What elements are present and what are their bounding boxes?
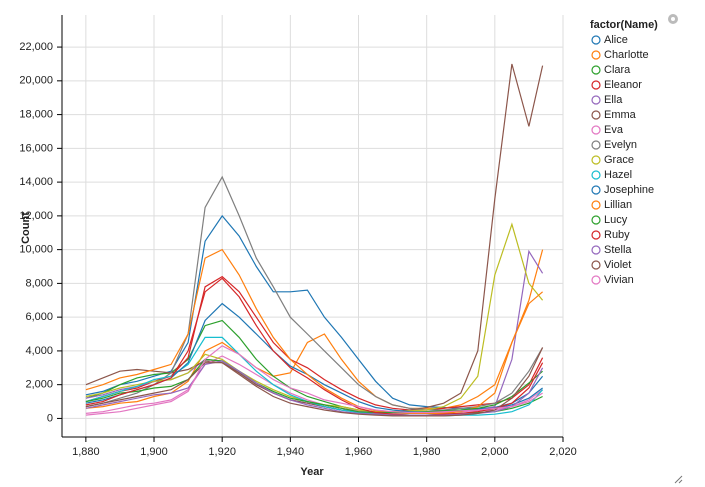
legend-title: factor(Name): [590, 19, 658, 31]
legend-marker: [591, 65, 601, 75]
legend-marker: [591, 95, 601, 105]
y-tick-label: 10,000: [19, 244, 53, 256]
series-line: [85, 249, 544, 409]
legend-label[interactable]: Lillian: [604, 199, 632, 211]
legend-label[interactable]: Lucy: [604, 214, 628, 226]
legend-marker: [591, 230, 601, 240]
y-tick-label: 0: [47, 412, 53, 424]
legend-label[interactable]: Clara: [604, 64, 631, 76]
y-tick-label: 22,000: [19, 41, 53, 53]
x-tick-label: 1,960: [345, 446, 373, 458]
y-axis-label: Count: [20, 212, 32, 244]
x-tick-label: 1,880: [72, 446, 100, 458]
legend-label[interactable]: Hazel: [604, 169, 632, 181]
series-line: [85, 175, 544, 411]
x-tick-label: 2,020: [549, 446, 577, 458]
legend-marker: [591, 35, 601, 45]
series-line: [85, 63, 544, 414]
legend-marker: [591, 80, 601, 90]
legend-label[interactable]: Stella: [604, 244, 632, 256]
x-tick-label: 1,900: [140, 446, 168, 458]
x-tick-label: 2,000: [481, 446, 509, 458]
y-tick-label: 16,000: [19, 142, 53, 154]
series-line: [85, 336, 544, 417]
legend-marker: [591, 245, 601, 255]
series-line: [85, 358, 543, 414]
y-tick-label: 4,000: [25, 345, 53, 357]
legend-marker: [591, 170, 601, 180]
x-tick-label: 1,940: [277, 446, 305, 458]
legend-marker: [591, 125, 601, 135]
legend-label[interactable]: Ruby: [604, 229, 630, 241]
x-tick-label: 1,980: [413, 446, 441, 458]
y-tick-label: 20,000: [19, 75, 53, 87]
legend-label[interactable]: Vivian: [604, 274, 634, 286]
y-tick-label: 14,000: [19, 176, 53, 188]
legend-label[interactable]: Grace: [604, 154, 634, 166]
legend-marker: [591, 50, 601, 60]
legend-label[interactable]: Josephine: [604, 184, 654, 196]
legend-marker: [591, 260, 601, 270]
legend-label[interactable]: Alice: [604, 34, 628, 46]
legend-label[interactable]: Evelyn: [604, 139, 637, 151]
y-tick-label: 6,000: [25, 311, 53, 323]
legend-marker: [591, 185, 601, 195]
legend-label[interactable]: Charlotte: [604, 49, 649, 61]
legend-label[interactable]: Eleanor: [604, 79, 642, 91]
legend-marker: [591, 275, 601, 285]
series-line: [85, 277, 544, 416]
legend-label[interactable]: Violet: [604, 259, 631, 271]
y-tick-label: 2,000: [25, 379, 53, 391]
x-axis-label: Year: [300, 466, 324, 478]
series-line: [85, 345, 543, 416]
resize-handle[interactable]: [674, 475, 683, 484]
series-line: [85, 355, 543, 414]
y-tick-label: 8,000: [25, 277, 53, 289]
legend-marker: [591, 215, 601, 225]
legend-label[interactable]: Emma: [604, 109, 637, 121]
y-tick-label: 18,000: [19, 108, 53, 120]
x-tick-label: 1,920: [208, 446, 236, 458]
legend-label[interactable]: Ella: [604, 94, 623, 106]
legend-marker: [591, 200, 601, 210]
plot: 0 2,000 4,000 6,000 8,000 10,000 12,000 14,000 1…: [19, 34, 654, 458]
legend-label[interactable]: Eva: [604, 124, 624, 136]
series-line: [85, 347, 544, 417]
y-tick-label: 12,000: [19, 210, 53, 222]
settings-icon[interactable]: [668, 14, 678, 24]
legend-marker: [591, 155, 601, 165]
legend-marker: [591, 110, 601, 120]
legend-marker: [591, 140, 601, 150]
